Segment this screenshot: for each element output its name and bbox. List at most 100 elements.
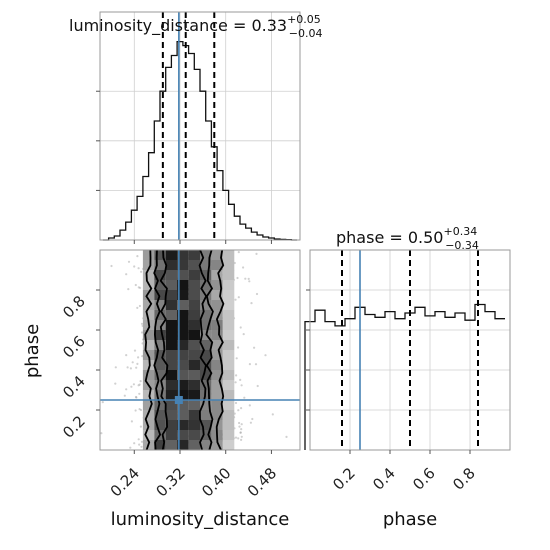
contour-line-1 xyxy=(153,249,162,451)
density-cell xyxy=(177,360,189,370)
density-cell xyxy=(142,340,155,350)
density-cell xyxy=(165,320,178,330)
density-cell xyxy=(188,440,200,450)
density-cell xyxy=(211,370,223,380)
density-cell xyxy=(188,300,200,310)
density-cell xyxy=(177,440,189,450)
panel-frames xyxy=(99,11,511,451)
density-cell xyxy=(211,360,223,370)
density-cell xyxy=(154,330,166,340)
sample-point xyxy=(133,442,136,445)
tick-label-phase-y-3: 0.8 xyxy=(59,292,89,322)
density-cell xyxy=(211,290,223,300)
sample-point xyxy=(248,280,251,283)
sample-point xyxy=(130,420,133,423)
density-cell xyxy=(154,390,166,400)
density-cell xyxy=(165,260,178,270)
sample-point xyxy=(137,267,140,270)
density-cell xyxy=(177,350,189,360)
frame-right-panel xyxy=(309,249,511,451)
sample-point xyxy=(235,357,238,360)
density-cell xyxy=(200,420,212,430)
density-cell xyxy=(142,410,155,420)
sample-point xyxy=(242,266,245,269)
density-cell xyxy=(165,420,178,430)
sample-point xyxy=(129,367,132,370)
contour-line-5 xyxy=(215,249,225,451)
density-cell xyxy=(142,250,155,260)
density-cell xyxy=(177,320,189,330)
density-cell xyxy=(200,430,212,440)
density-cell xyxy=(200,320,212,330)
sample-point xyxy=(135,396,138,399)
sample-point xyxy=(123,394,126,397)
density-cell xyxy=(222,290,235,300)
density-cell xyxy=(177,260,189,270)
density-cell xyxy=(211,400,223,410)
density-cell xyxy=(200,250,212,260)
density-cell xyxy=(188,320,200,330)
density-cell xyxy=(142,360,155,370)
density-cell xyxy=(142,290,155,300)
density-cell xyxy=(211,380,223,390)
histogram-luminosity-distance xyxy=(102,40,298,241)
histograms xyxy=(102,40,505,450)
density-cell xyxy=(222,410,235,420)
density-cell xyxy=(177,370,189,380)
sample-point xyxy=(129,446,132,449)
histogram-phase xyxy=(304,303,505,450)
density-cell xyxy=(188,400,200,410)
density-cell xyxy=(222,440,235,450)
density-cell xyxy=(142,390,155,400)
density-cell xyxy=(165,300,178,310)
sample-point xyxy=(134,395,138,399)
sample-point xyxy=(237,409,240,412)
density-cell xyxy=(177,310,189,320)
density-cell xyxy=(222,310,235,320)
sample-point xyxy=(240,407,243,410)
density-cell xyxy=(154,290,166,300)
density-cell xyxy=(165,310,178,320)
density-cell xyxy=(188,290,200,300)
density-cell xyxy=(222,380,235,390)
density-cell xyxy=(188,340,200,350)
sample-point xyxy=(141,355,144,358)
contour-line-3 xyxy=(198,249,208,451)
density-cell xyxy=(222,250,235,260)
sample-point xyxy=(247,277,250,280)
density-cell xyxy=(200,270,212,280)
density-cell xyxy=(211,340,223,350)
x-axis-label-phase: phase xyxy=(383,509,437,530)
density-cell xyxy=(142,300,155,310)
tick-label-phase-x-2: 0.6 xyxy=(409,464,439,494)
tick-label-distance-0: 0.24 xyxy=(107,464,143,500)
density-cell xyxy=(211,350,223,360)
density-cell xyxy=(188,390,200,400)
density-cell xyxy=(165,340,178,350)
density-cell xyxy=(188,250,200,260)
sample-point xyxy=(271,413,274,416)
density-cell xyxy=(222,320,235,330)
density-cell xyxy=(142,330,155,340)
sample-point xyxy=(234,298,237,301)
density-cell xyxy=(211,270,223,280)
tick-label-phase-x-3: 0.8 xyxy=(449,464,479,494)
density-cell xyxy=(142,260,155,270)
density-cell xyxy=(211,440,223,450)
sample-point xyxy=(110,264,113,268)
density-cell xyxy=(222,430,235,440)
tick-label-distance-3: 0.48 xyxy=(244,464,280,500)
sample-point xyxy=(236,276,239,280)
density-cell xyxy=(188,420,200,430)
sample-point xyxy=(137,286,140,289)
density-cell xyxy=(154,360,166,370)
sample-point xyxy=(139,408,143,412)
sample-point xyxy=(240,428,243,431)
sample-point xyxy=(250,302,253,305)
sample-point xyxy=(254,363,258,366)
density-cell xyxy=(154,370,166,380)
density-cell xyxy=(188,260,200,270)
sample-point xyxy=(136,255,139,258)
density-cell xyxy=(154,340,166,350)
